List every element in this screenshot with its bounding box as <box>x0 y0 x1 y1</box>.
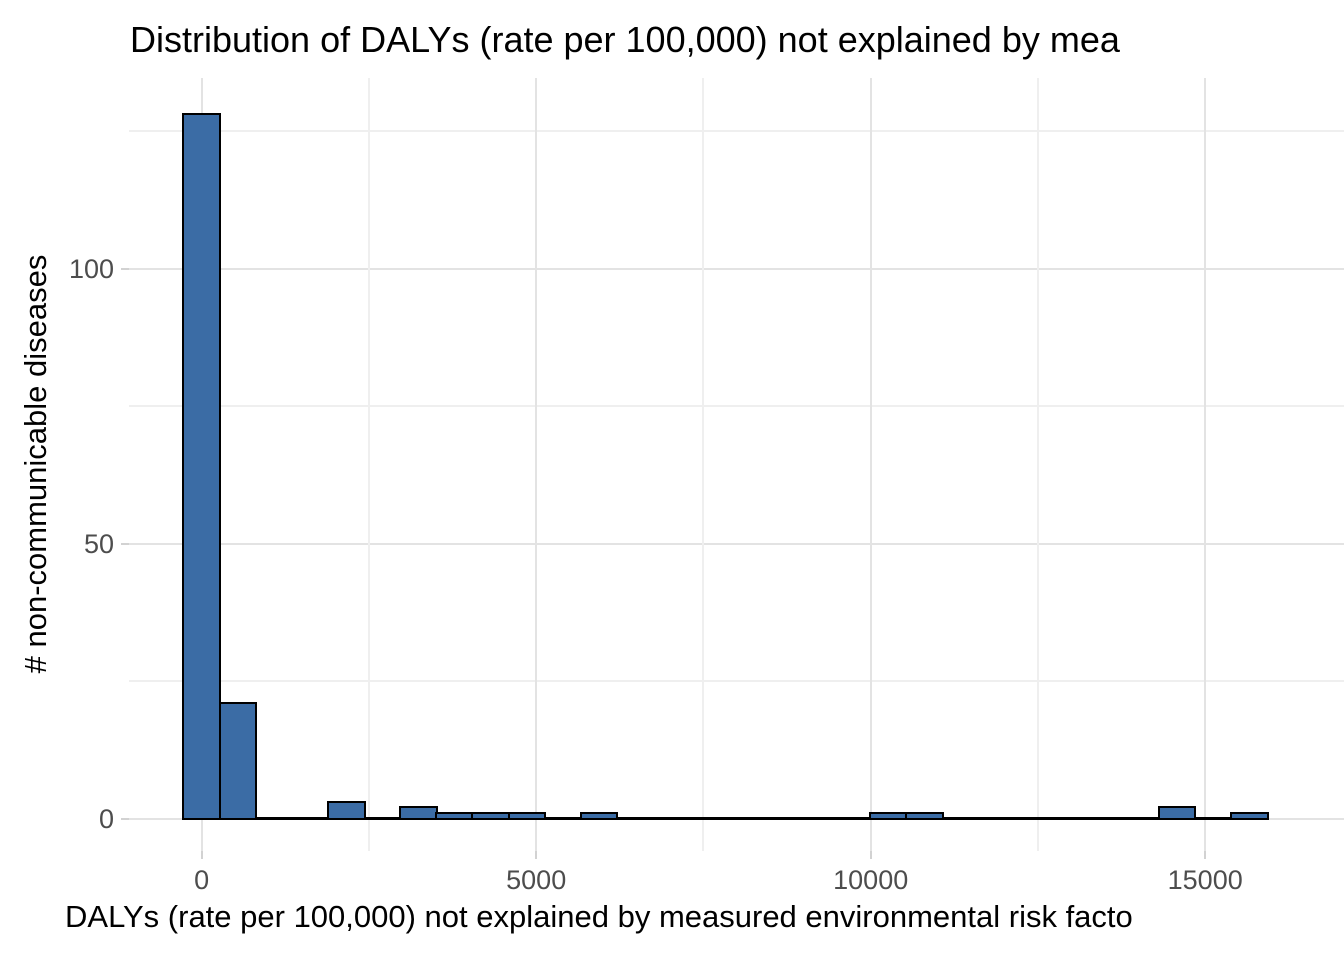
x-tick <box>535 851 538 859</box>
x-tick <box>200 851 203 859</box>
x-tick-label: 0 <box>194 865 210 895</box>
x-tick <box>1204 851 1207 859</box>
y-axis-title: # non-communicable diseases <box>18 254 53 674</box>
x-tick-label: 5000 <box>506 865 567 895</box>
horizontal-gridline-major <box>129 542 1344 545</box>
y-tick <box>121 267 129 270</box>
horizontal-gridline-minor <box>129 405 1344 407</box>
histogram-bar <box>1157 806 1197 820</box>
histogram-bar <box>507 811 547 820</box>
y-tick-label: 0 <box>98 803 114 834</box>
vertical-gridline-major <box>869 78 872 851</box>
vertical-gridline-minor <box>1036 78 1039 851</box>
y-tick-label: 100 <box>68 253 114 284</box>
histogram-bar <box>1230 811 1269 820</box>
zero-baseline <box>182 817 1269 820</box>
histogram-bar <box>579 811 619 820</box>
vertical-gridline-major <box>1204 78 1207 851</box>
y-tick-label: 50 <box>83 528 114 559</box>
x-tick-label: 10000 <box>833 865 909 895</box>
histogram-bar <box>218 701 258 820</box>
x-tick <box>869 851 872 859</box>
vertical-gridline-minor <box>367 78 370 851</box>
y-tick <box>121 542 129 545</box>
horizontal-gridline-minor <box>129 130 1344 132</box>
histogram-bar <box>182 113 221 820</box>
chart-title: Distribution of DALYs (rate per 100,000)… <box>130 19 1120 60</box>
vertical-gridline-minor <box>702 78 705 851</box>
horizontal-gridline-major <box>129 267 1344 270</box>
histogram-bar <box>904 811 944 820</box>
y-tick <box>121 817 129 820</box>
horizontal-gridline-minor <box>129 680 1344 682</box>
x-tick-label: 15000 <box>1167 865 1243 895</box>
vertical-gridline-major <box>535 78 538 851</box>
x-axis-title: DALYs (rate per 100,000) not explained b… <box>65 899 1133 934</box>
histogram-bar <box>326 800 366 820</box>
